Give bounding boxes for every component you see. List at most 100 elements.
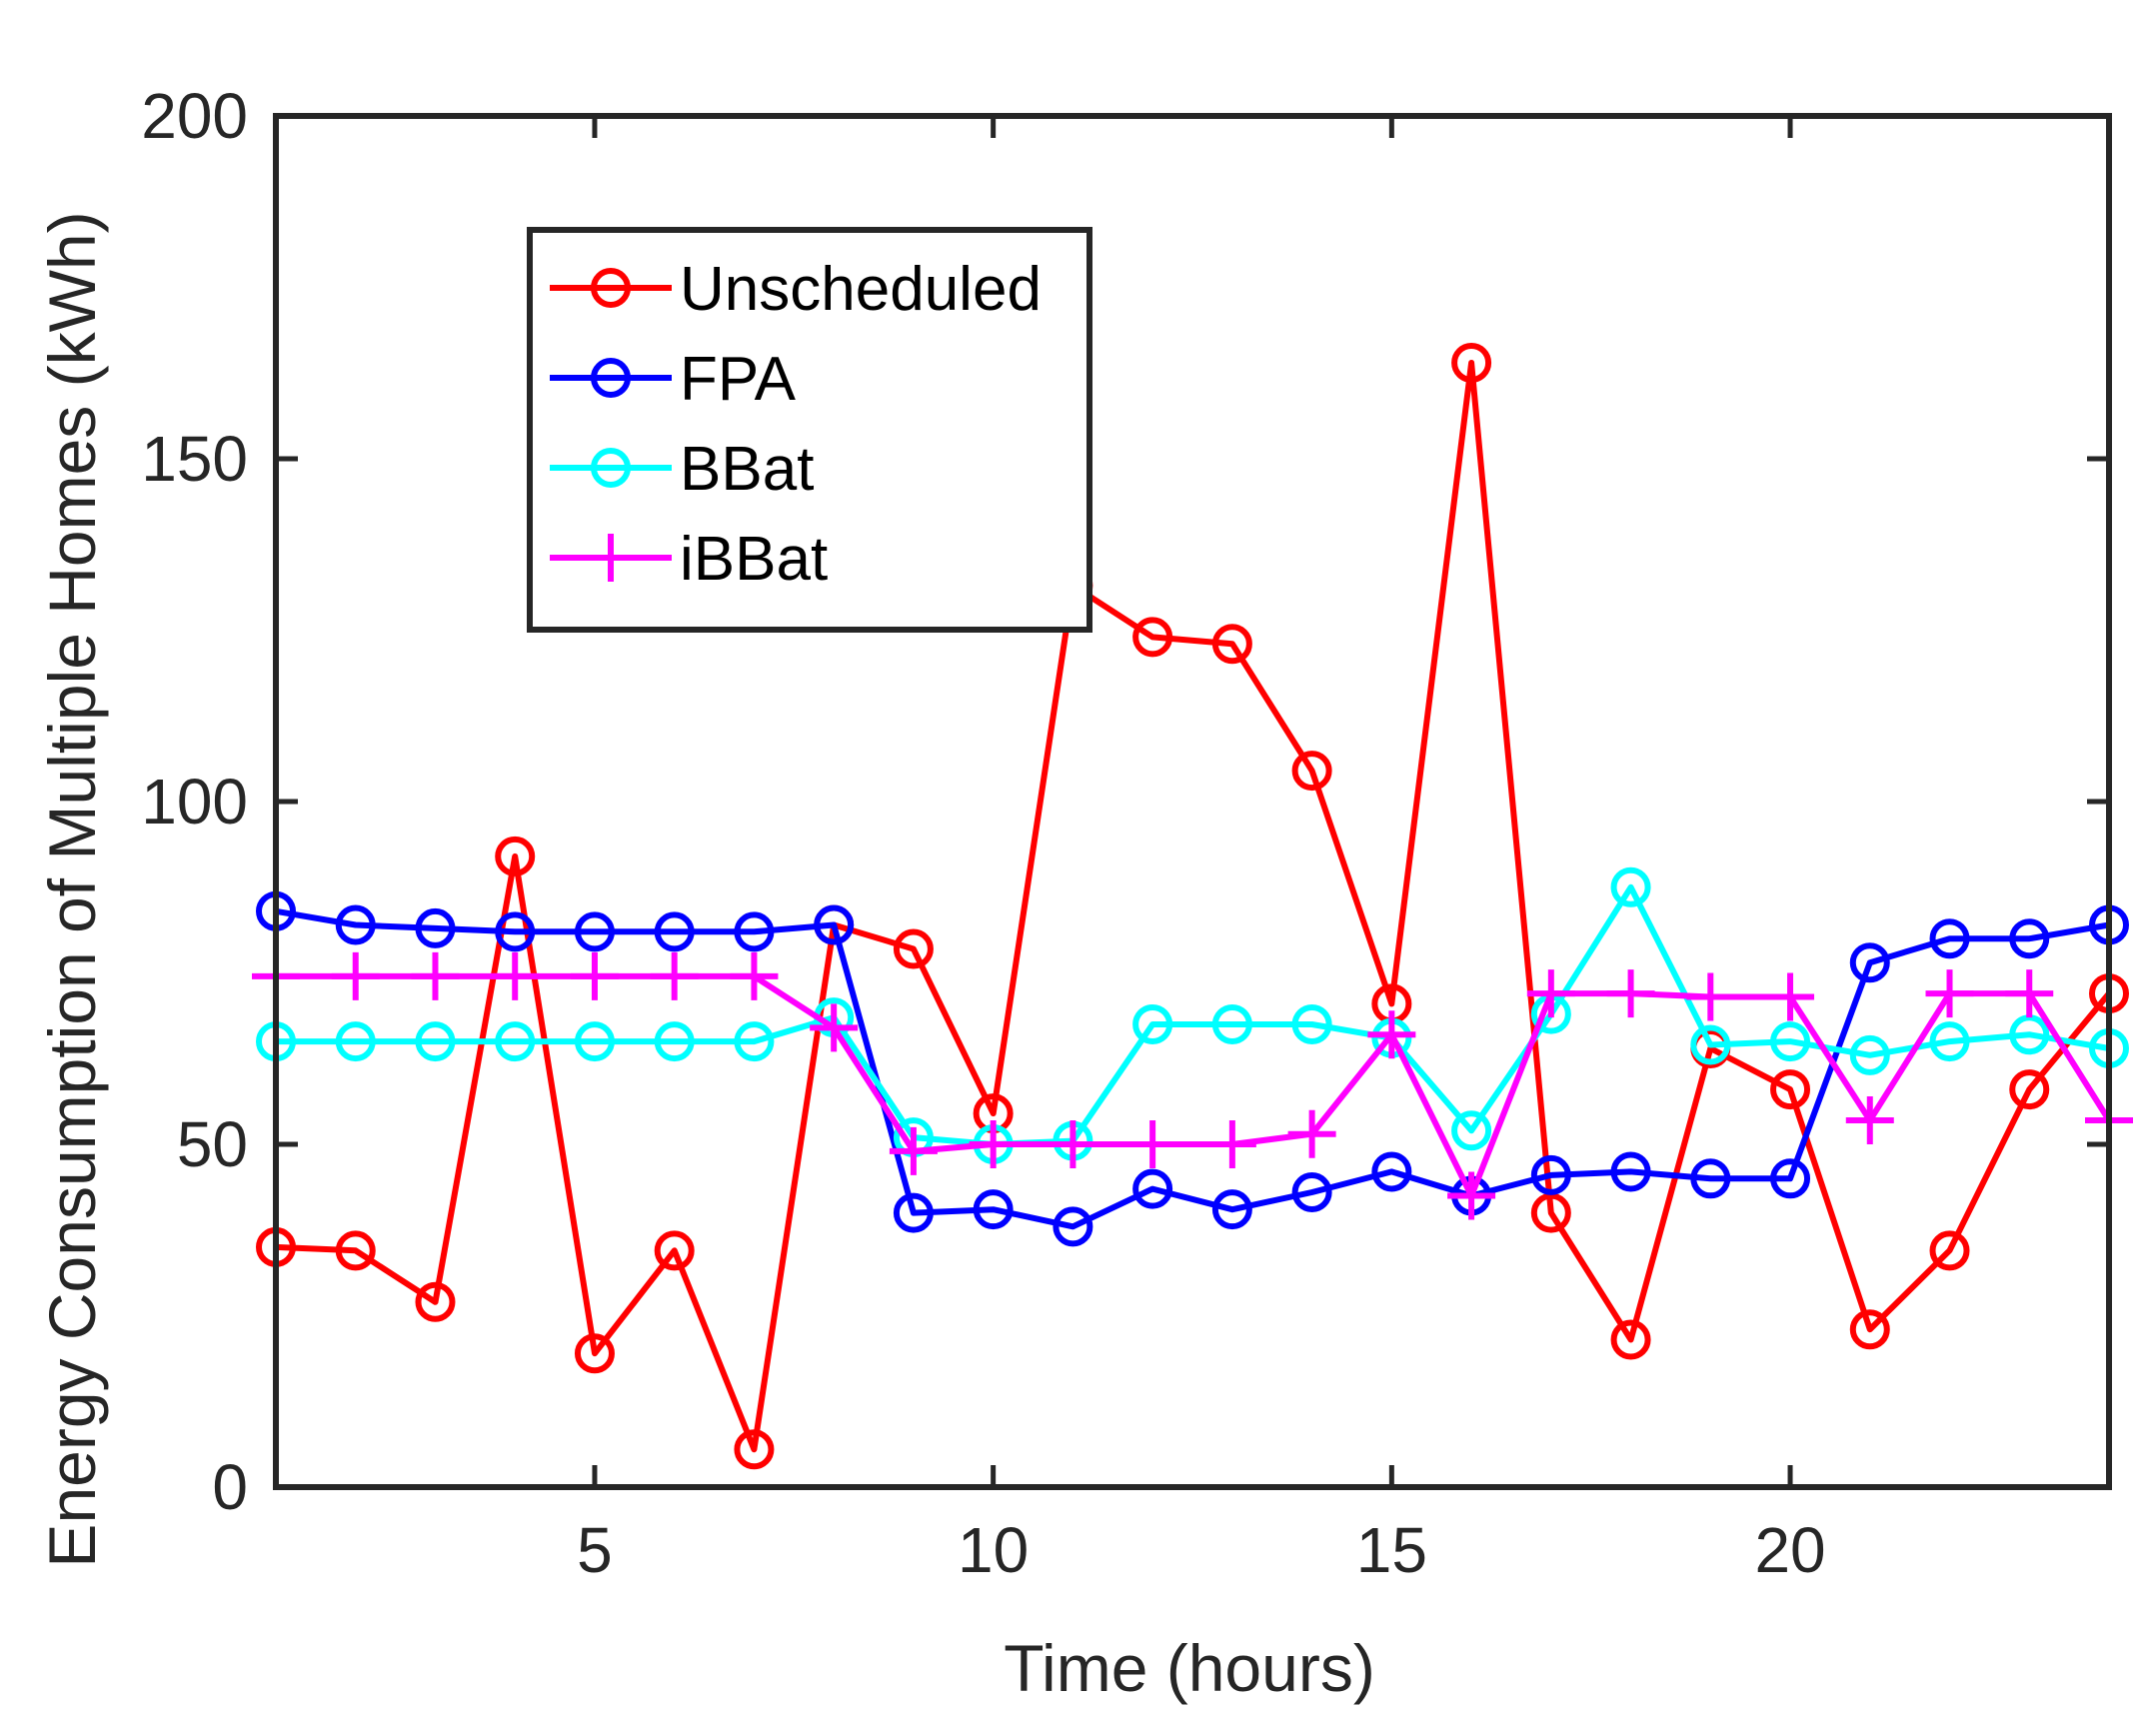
y-tick-label: 0: [212, 1451, 248, 1523]
series-line-fpa: [275, 907, 2110, 1230]
data-point-ibbat: [1606, 969, 1655, 1018]
data-point-bbat: [1451, 1110, 1492, 1151]
data-point-unscheduled: [495, 836, 536, 876]
data-point-ibbat: [1925, 969, 1974, 1018]
data-point-ibbat: [1526, 969, 1575, 1018]
data-point-ibbat: [1845, 1095, 1894, 1144]
data-point-bbat: [415, 1021, 456, 1062]
data-point-ibbat: [1207, 1120, 1256, 1168]
series-line-bbat: [276, 883, 2110, 1147]
legend-label: BBat: [680, 435, 814, 504]
x-tick-label: 20: [1754, 1514, 1825, 1586]
data-point-ibbat: [491, 951, 540, 1000]
data-point-ibbat: [2005, 969, 2054, 1018]
data-point-fpa: [1291, 1172, 1332, 1213]
y-axis-label: Energy Consumption of Multiple Homes (kW…: [35, 211, 109, 1567]
x-tick-label: 10: [958, 1514, 1029, 1586]
y-tick-label: 150: [141, 423, 248, 495]
data-point-unscheduled: [734, 1429, 775, 1470]
data-point-ibbat: [411, 951, 460, 1000]
data-point-bbat: [1211, 1003, 1252, 1044]
data-point-fpa: [1849, 942, 1890, 983]
data-point-ibbat: [1367, 1010, 1416, 1059]
data-point-fpa: [1530, 1154, 1571, 1195]
data-point-ibbat: [331, 951, 380, 1000]
data-point-ibbat: [1128, 1120, 1177, 1168]
data-point-fpa: [734, 911, 775, 952]
data-point-bbat: [1770, 1021, 1811, 1062]
data-point-bbat: [574, 1021, 615, 1062]
data-point-unscheduled: [1530, 1192, 1571, 1233]
data-point-ibbat: [889, 1126, 938, 1175]
plot-area: [252, 342, 2133, 1470]
series-layer: [252, 342, 2133, 1470]
data-point-unscheduled: [893, 928, 934, 969]
series-ibbat: [252, 951, 2133, 1220]
data-point-fpa: [1929, 918, 1970, 959]
legend-marker: [591, 448, 631, 488]
series-line-unscheduled: [275, 360, 2112, 1453]
legend-marker: [591, 358, 631, 398]
legend-entry-fpa: FPA: [550, 345, 797, 414]
data-point-fpa: [1053, 1206, 1093, 1247]
legend-label: iBBat: [680, 525, 828, 594]
data-point-unscheduled: [1929, 1230, 1970, 1271]
data-point-fpa: [495, 911, 536, 952]
data-point-fpa: [1690, 1158, 1731, 1199]
data-point-fpa: [2009, 918, 2050, 959]
data-point-unscheduled: [415, 1281, 456, 1322]
data-point-fpa: [1610, 1151, 1651, 1192]
data-point-ibbat: [730, 951, 779, 1000]
data-point-unscheduled: [1132, 617, 1173, 658]
legend-entry-unscheduled: Unscheduled: [550, 255, 1042, 324]
data-point-unscheduled: [2009, 1069, 2050, 1110]
data-point-unscheduled: [574, 1333, 615, 1374]
data-point-bbat: [1132, 1003, 1173, 1044]
data-point-ibbat: [1686, 972, 1735, 1021]
data-point-fpa: [893, 1192, 934, 1233]
legend-marker: [591, 268, 631, 308]
data-point-bbat: [1291, 1003, 1332, 1044]
y-tick-label: 50: [177, 1108, 248, 1180]
data-point-fpa: [574, 911, 615, 952]
data-point-ibbat: [1287, 1109, 1336, 1158]
data-point-bbat: [1690, 1024, 1731, 1065]
data-point-bbat: [1929, 1021, 1970, 1062]
data-point-ibbat: [1766, 972, 1815, 1021]
x-tick-label: 15: [1356, 1514, 1427, 1586]
data-point-ibbat: [1049, 1120, 1097, 1168]
data-point-unscheduled: [1610, 1319, 1651, 1360]
data-point-ibbat: [570, 951, 619, 1000]
data-point-bbat: [2009, 1014, 2050, 1055]
y-tick-label: 200: [141, 80, 248, 152]
legend-entry-ibbat: iBBat: [550, 525, 828, 594]
legend-label: Unscheduled: [680, 255, 1042, 324]
data-point-ibbat: [1447, 1171, 1496, 1220]
data-point-fpa: [654, 911, 695, 952]
data-point-unscheduled: [1451, 342, 1492, 383]
data-point-ibbat: [810, 1003, 859, 1052]
data-point-ibbat: [969, 1120, 1018, 1168]
legend-label: FPA: [680, 345, 797, 414]
legend-entry-bbat: BBat: [550, 435, 814, 504]
data-point-fpa: [335, 904, 376, 945]
data-point-unscheduled: [1211, 624, 1252, 665]
data-point-bbat: [1610, 866, 1651, 907]
x-axis-label: Time (hours): [1004, 1631, 1375, 1705]
data-point-unscheduled: [1849, 1309, 1890, 1350]
data-point-ibbat: [650, 951, 699, 1000]
data-point-fpa: [1132, 1168, 1173, 1209]
y-tick-label: 100: [141, 766, 248, 838]
data-point-fpa: [973, 1189, 1014, 1230]
data-point-fpa: [1211, 1189, 1252, 1230]
data-point-bbat: [654, 1021, 695, 1062]
data-point-bbat: [495, 1021, 536, 1062]
data-point-bbat: [1849, 1034, 1890, 1075]
data-point-unscheduled: [335, 1230, 376, 1271]
data-point-fpa: [1770, 1158, 1811, 1199]
data-point-unscheduled: [1291, 751, 1332, 792]
x-tick-label: 5: [577, 1514, 613, 1586]
data-point-fpa: [415, 907, 456, 948]
